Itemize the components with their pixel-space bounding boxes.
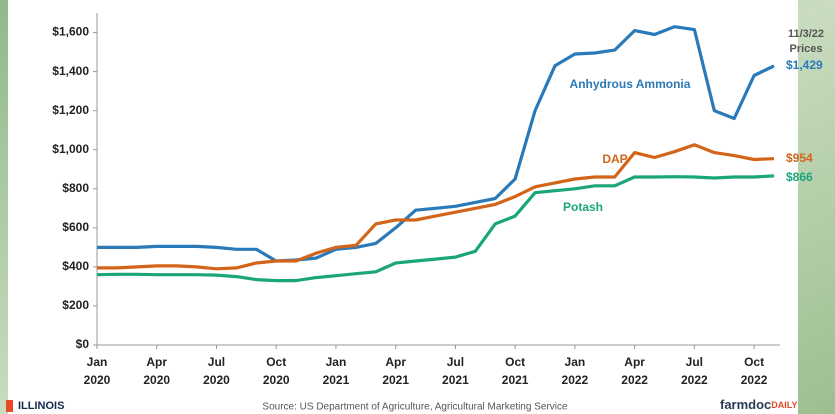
brand-main: farmdoc (720, 397, 771, 412)
series-label: DAP (602, 152, 627, 166)
brand-accent: DAILY (771, 400, 797, 410)
source: Source: US Department of Agriculture, Ag… (262, 402, 568, 413)
x-tick-label: Oct (744, 355, 764, 369)
brand: farmdocDAILY (720, 397, 797, 412)
series-label: Potash (563, 200, 603, 214)
x-tick-label: 2022 (562, 373, 589, 387)
x-tick-label: Jul (208, 355, 225, 369)
x-tick-label: Apr (624, 355, 645, 369)
y-tick-label: $1,600 (52, 25, 89, 39)
x-tick-label: 2022 (741, 373, 768, 387)
series-label: Anhydrous Ammonia (570, 77, 691, 91)
chart-panel (8, 0, 798, 414)
x-tick-label: Jan (565, 355, 586, 369)
annotation: Prices (789, 43, 822, 55)
y-tick-label: $1,400 (52, 64, 89, 78)
x-tick-label: 2022 (621, 373, 648, 387)
x-tick-label: Jul (447, 355, 464, 369)
x-tick-label: 2022 (681, 373, 708, 387)
x-tick-label: Oct (505, 355, 525, 369)
chart: ILLINOIS Source: US Department of Agricu… (0, 0, 835, 414)
y-tick-label: $200 (62, 298, 89, 312)
annotation: 11/3/22 (788, 28, 824, 40)
x-tick-label: 2021 (382, 373, 409, 387)
x-tick-label: Apr (146, 355, 167, 369)
x-tick-label: Oct (266, 355, 286, 369)
x-tick-label: Apr (385, 355, 406, 369)
x-tick-label: 2020 (84, 373, 111, 387)
x-tick-label: 2020 (263, 373, 290, 387)
logo-text: ILLINOIS (18, 400, 64, 412)
logo-mark (6, 400, 13, 412)
value-label: $954 (786, 151, 813, 165)
x-tick-label: Jan (326, 355, 347, 369)
x-tick-label: Jan (87, 355, 108, 369)
y-tick-label: $0 (76, 337, 90, 351)
x-tick-label: 2021 (323, 373, 350, 387)
y-tick-label: $600 (62, 220, 89, 234)
y-tick-label: $1,000 (52, 142, 89, 156)
x-tick-label: 2020 (203, 373, 230, 387)
x-tick-label: 2021 (502, 373, 529, 387)
value-label: $1,429 (786, 58, 823, 72)
y-tick-label: $800 (62, 181, 89, 195)
y-tick-label: $1,200 (52, 103, 89, 117)
value-label: $866 (786, 170, 813, 184)
x-tick-label: 2021 (442, 373, 469, 387)
y-tick-label: $400 (62, 259, 89, 273)
x-tick-label: 2020 (143, 373, 170, 387)
x-tick-label: Jul (686, 355, 703, 369)
